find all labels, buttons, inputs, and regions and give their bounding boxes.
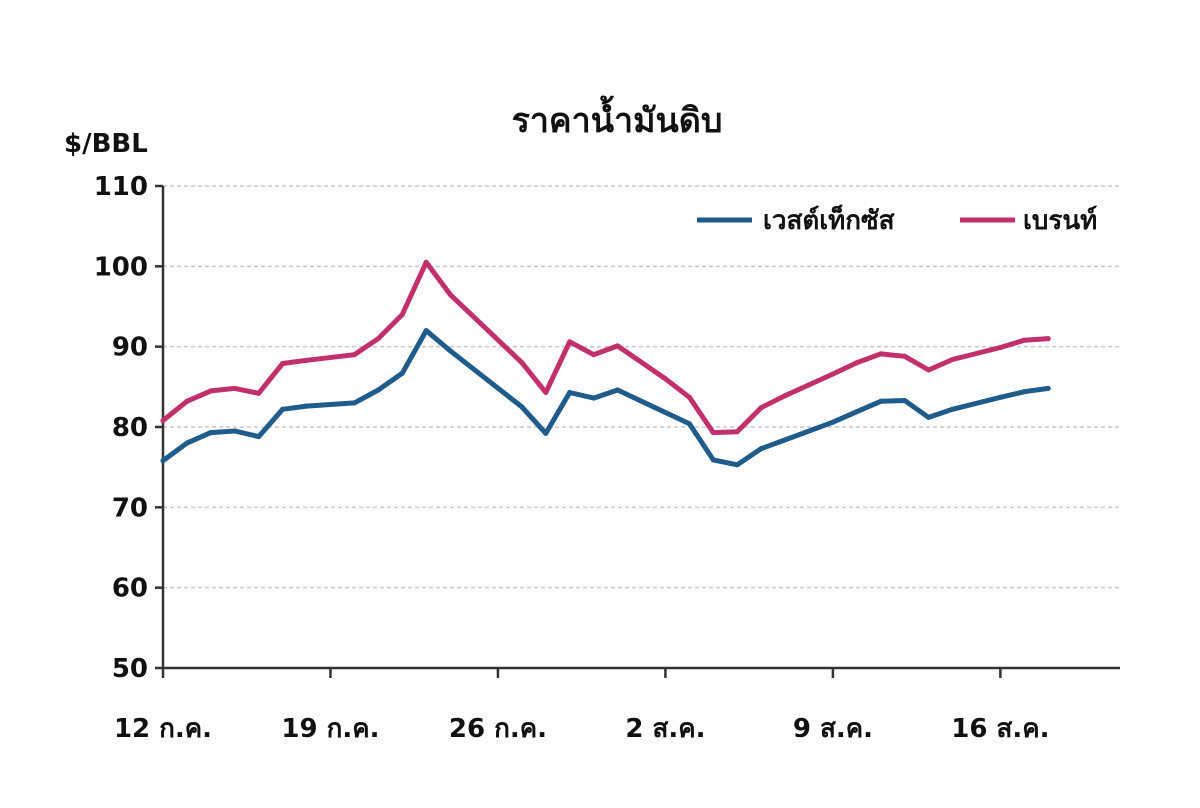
series-0-point-18 [686,421,692,427]
x-tick-labels: 12 ก.ค. 19 ก.ค. 26 ก.ค. 2 ส.ค. 9 ส.ค. 16 ส.ค. [114,714,1050,744]
series-0-point-29 [997,394,1003,400]
series-0-point-26 [902,398,908,403]
series-line-0 [160,328,1051,468]
series-lines [160,259,1051,468]
series-1-point-0 [160,418,166,424]
series-0-point-14 [567,390,573,395]
series-1-point-6 [304,357,310,363]
series-0-point-12 [519,404,525,410]
x-tick-label-3: 2 ส.ค. [625,714,705,744]
series-0-point-13 [543,430,549,436]
series-0-point-8 [375,387,381,393]
series-1-point-30 [1021,337,1027,343]
series-1-point-8 [375,336,381,342]
legend: เวสต์เท็กซัส เบรนท์ [697,204,1097,236]
legend-label-wti: เวสต์เท็กซัส [763,204,895,236]
series-line-1 [160,259,1051,436]
series-1-point-4 [256,390,262,396]
series-0-point-6 [304,403,310,409]
y-tick-label-110: 110 [94,172,148,202]
series-0-point-10 [423,328,429,334]
series-1-point-22 [782,393,788,399]
series-0-point-20 [734,462,740,468]
series-0-point-11 [447,348,453,354]
series-0-point-0 [160,458,166,464]
series-1-point-26 [902,353,908,359]
series-1-point-31 [1045,336,1051,342]
series-0-point-24 [854,409,860,415]
grid-lines [163,185,1120,589]
y-tick-label-100: 100 [94,252,148,282]
series-1-point-19 [710,430,716,436]
series-0-point-5 [280,406,286,412]
series-1-point-16 [615,343,621,349]
series-0-point-19 [710,457,716,463]
y-tick-label-80: 80 [112,413,148,443]
series-1-point-18 [686,394,692,400]
axes [155,184,1120,678]
x-tick-label-0: 12 ก.ค. [114,714,212,744]
series-1-point-27 [926,367,932,373]
x-tick-label-5: 16 ส.ค. [951,714,1049,744]
series-1-point-25 [878,351,884,357]
x-tick-label-4: 9 ส.ค. [793,714,873,744]
series-0-point-9 [399,370,405,376]
series-1-point-7 [351,352,357,358]
series-0-point-4 [256,434,262,440]
series-1-point-21 [758,405,764,411]
series-0-point-1 [184,440,190,446]
series-1-point-1 [184,398,190,404]
series-0-point-3 [232,428,238,434]
y-tick-labels: 50 60 70 80 90 100 110 [94,172,148,684]
chart-title: ราคาน้ำมันดิบ [512,95,723,141]
series-1-point-12 [519,360,525,366]
series-0-point-25 [878,398,884,404]
series-1-point-2 [208,388,214,394]
series-1-point-11 [447,291,453,297]
series-1-point-10 [423,259,429,265]
series-0-point-7 [351,400,357,406]
series-1-point-28 [950,357,955,362]
series-0-point-31 [1045,385,1051,391]
series-0-point-21 [758,446,764,452]
y-tick-label-60: 60 [112,574,148,604]
series-1-point-15 [591,352,597,358]
series-1-point-5 [280,361,286,366]
series-1-point-23 [830,371,836,377]
series-1-point-29 [997,345,1003,350]
series-0-point-30 [1021,389,1027,395]
x-tick-label-2: 26 ก.ค. [449,714,547,744]
series-0-point-16 [615,387,621,393]
series-1-point-17 [662,376,668,382]
series-0-point-27 [926,414,932,420]
series-0-point-28 [950,406,955,412]
y-tick-label-50: 50 [112,654,148,684]
y-tick-label-70: 70 [112,493,148,523]
x-tick-label-1: 19 ก.ค. [281,714,379,744]
series-0-point-23 [830,419,836,425]
series-1-point-13 [543,390,549,395]
legend-label-brent: เบรนท์ [1023,205,1097,236]
series-1-point-9 [399,312,405,317]
y-axis-label: $/BBL [64,129,148,159]
series-1-point-20 [734,429,740,435]
series-0-point-2 [208,430,214,436]
series-0-point-17 [662,410,668,415]
y-tick-label-90: 90 [112,333,148,363]
series-1-point-24 [854,360,860,366]
series-0-point-22 [782,437,788,443]
series-0-point-15 [591,395,597,401]
series-1-point-14 [567,339,573,345]
series-1-point-3 [232,385,238,391]
